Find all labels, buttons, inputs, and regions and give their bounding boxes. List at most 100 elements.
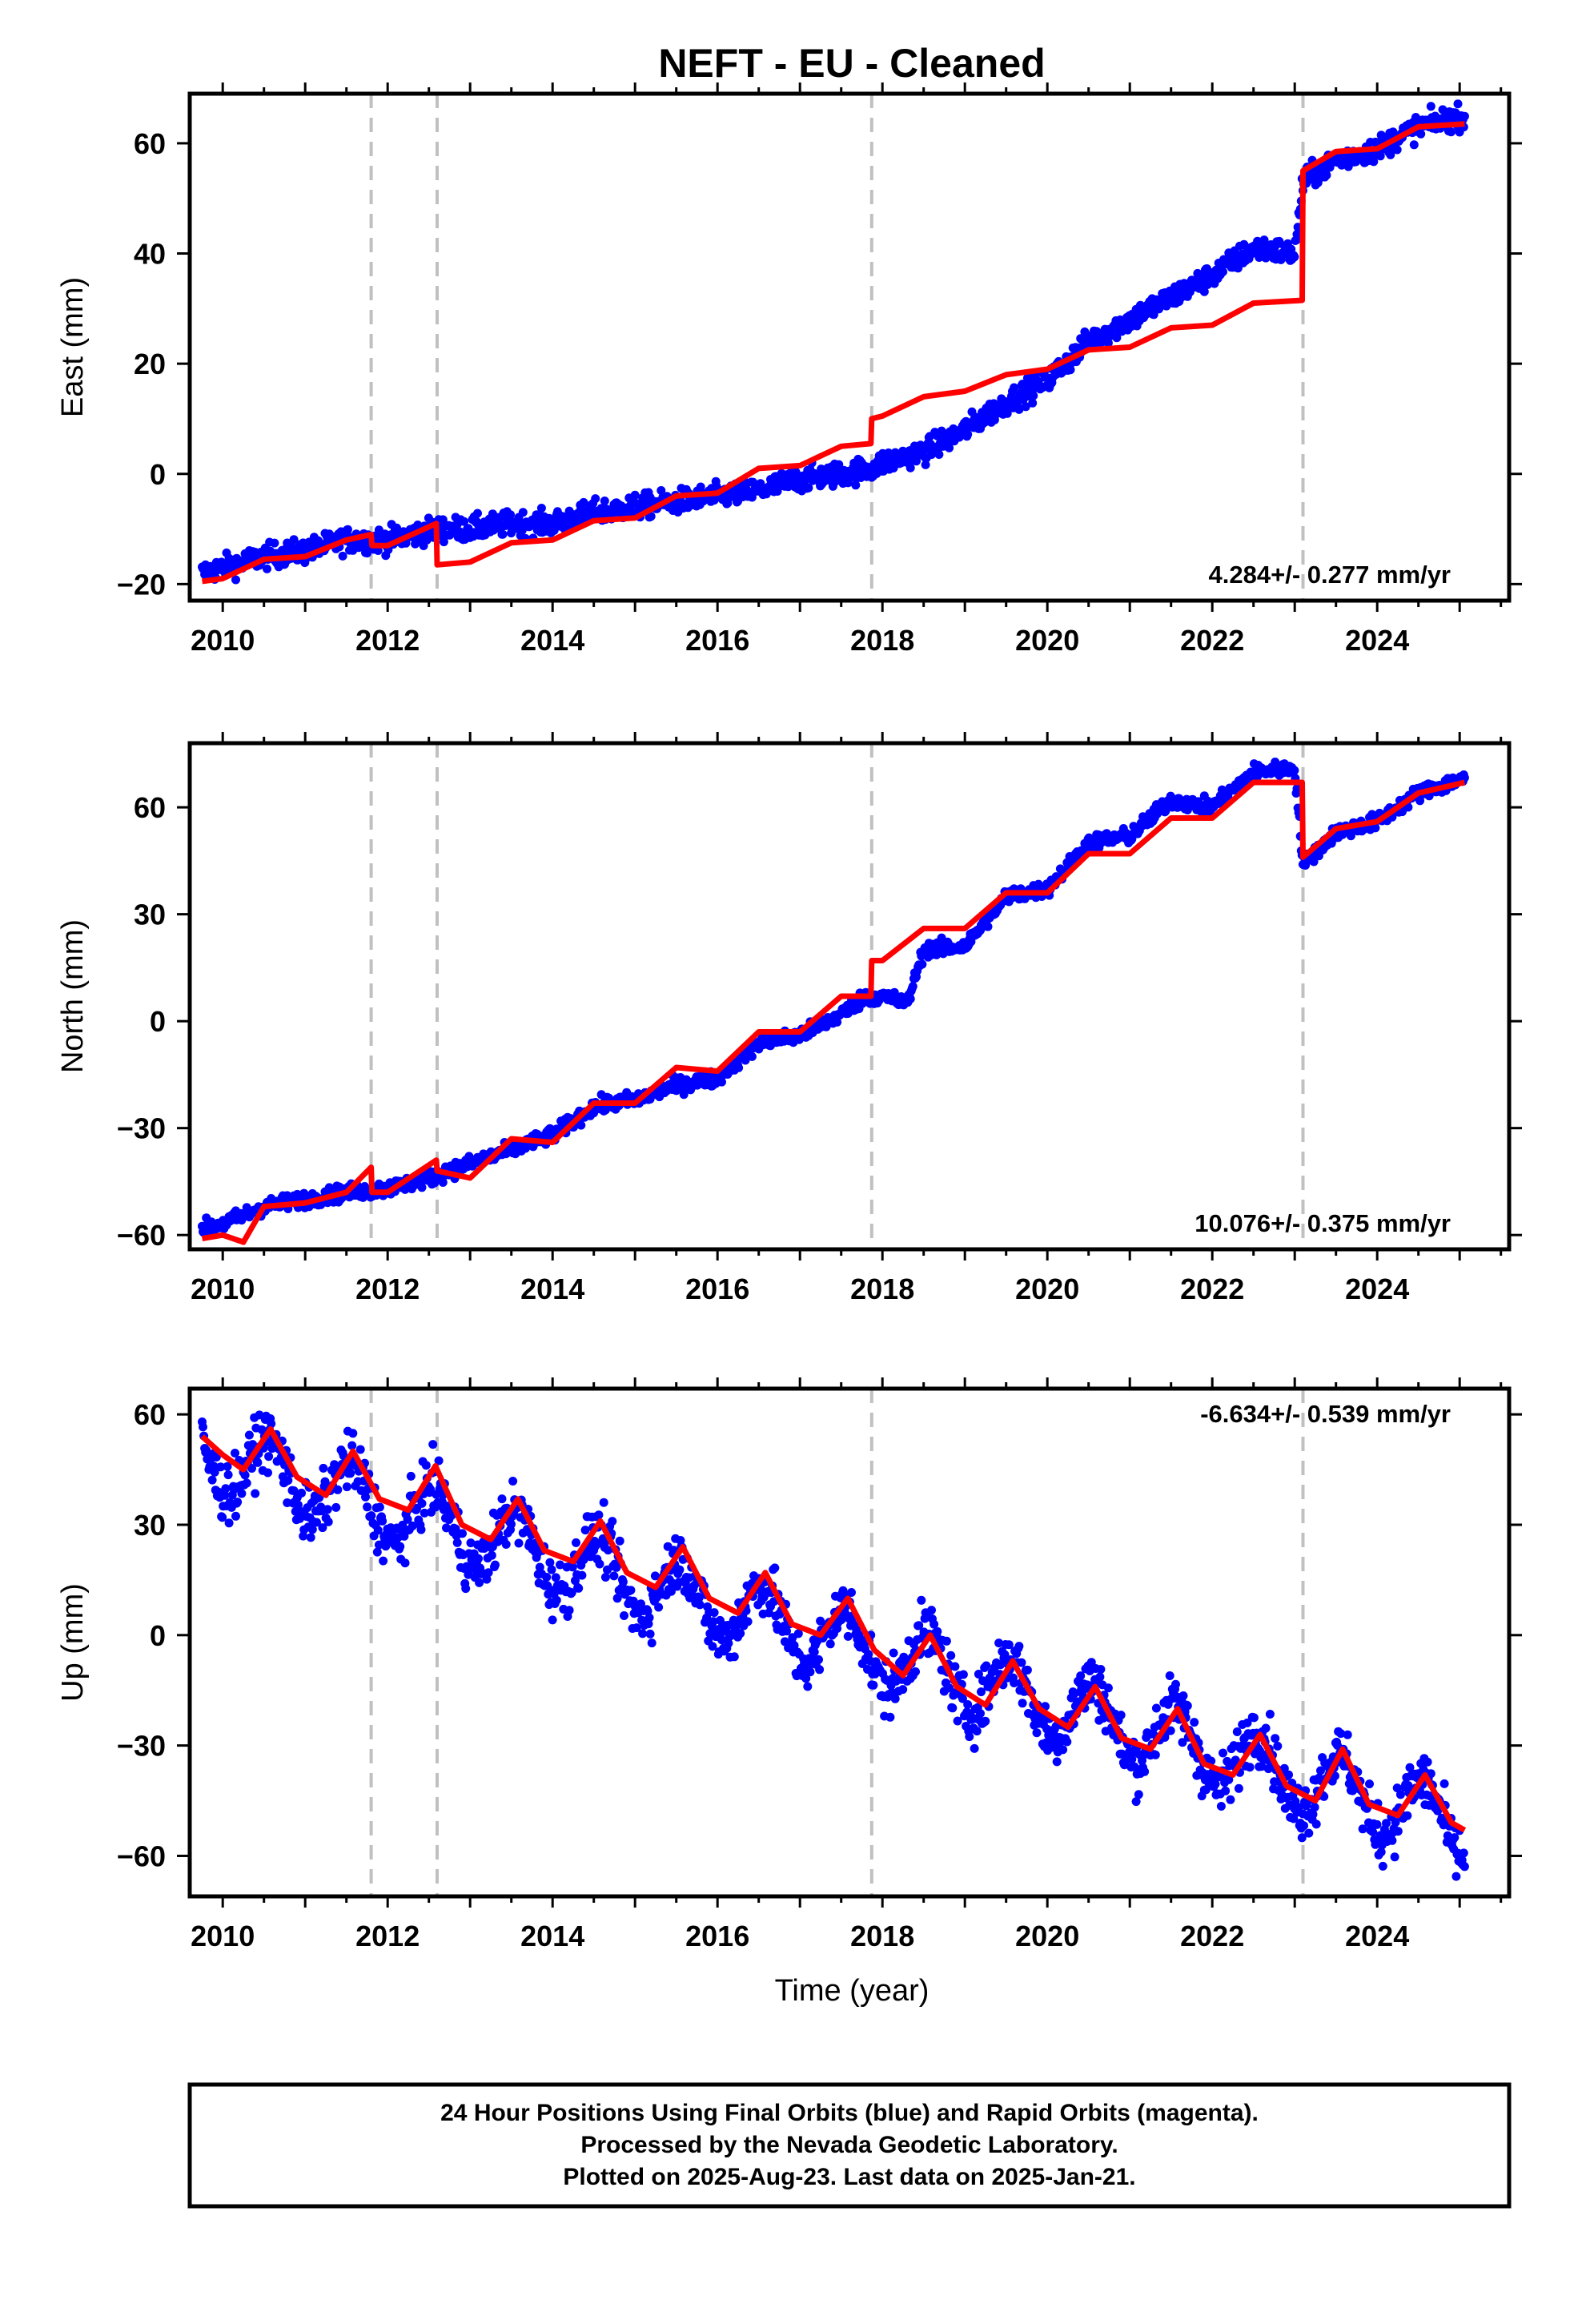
- up-data-point: [1365, 1779, 1374, 1789]
- up-data-point: [885, 1712, 895, 1722]
- north-data-point: [734, 1063, 744, 1072]
- footer-line-2: Processed by the Nevada Geodetic Laborat…: [580, 2132, 1118, 2158]
- up-data-point: [372, 1547, 382, 1557]
- up-data-point: [267, 1419, 276, 1429]
- up-data-point: [452, 1538, 462, 1547]
- north-data-point: [1292, 784, 1302, 794]
- up-data-point: [223, 1462, 232, 1471]
- east-data-point: [1028, 398, 1038, 408]
- up-data-point: [942, 1636, 951, 1646]
- east-model-line: [202, 121, 1465, 585]
- up-data-point: [612, 1594, 622, 1603]
- figure-title: NEFT - EU - Cleaned: [658, 41, 1045, 86]
- up-data-point: [403, 1514, 412, 1524]
- north-data-point: [1290, 766, 1299, 775]
- up-y-tick-label: 30: [134, 1509, 166, 1542]
- up-data-point: [695, 1600, 705, 1610]
- up-data-point: [1004, 1640, 1014, 1650]
- up-data-point: [770, 1563, 780, 1573]
- up-y-axis-label: Up (mm): [56, 1583, 90, 1702]
- east-data-point: [646, 512, 656, 521]
- up-data-point: [318, 1523, 327, 1533]
- up-data-point: [914, 1621, 924, 1630]
- east-data-point: [1460, 111, 1469, 121]
- up-data-point: [948, 1703, 958, 1713]
- up-data-point: [736, 1629, 745, 1638]
- east-data-point: [270, 538, 279, 548]
- east-data-point: [1438, 105, 1447, 115]
- up-data-point: [724, 1638, 733, 1648]
- east-y-tick-label: 0: [150, 458, 166, 491]
- east-data-point: [1409, 140, 1419, 150]
- north-x-tick-label: 2016: [685, 1273, 749, 1305]
- east-data-point: [804, 483, 813, 493]
- east-data-point: [536, 504, 546, 513]
- up-data-point: [815, 1665, 825, 1675]
- up-data-point: [216, 1462, 226, 1472]
- up-data-point: [609, 1571, 619, 1581]
- up-data-point: [434, 1456, 444, 1466]
- east-data-point: [905, 463, 915, 472]
- up-data-point: [474, 1554, 483, 1563]
- up-data-point: [1391, 1818, 1400, 1827]
- north-model-line: [201, 779, 1466, 1245]
- up-data-point: [1166, 1726, 1175, 1735]
- east-data-point: [1388, 127, 1398, 137]
- east-x-tick-label: 2012: [355, 624, 420, 657]
- north-data-points: [198, 758, 1469, 1237]
- up-data-point: [694, 1593, 704, 1602]
- up-data-point: [1308, 1810, 1318, 1819]
- north-data-point: [438, 1178, 448, 1187]
- up-data-point: [1284, 1770, 1293, 1779]
- up-data-point: [958, 1670, 968, 1679]
- north-data-point: [679, 1090, 689, 1100]
- north-x-tick-label: 2020: [1015, 1273, 1079, 1305]
- east-x-tick-label: 2016: [685, 624, 749, 657]
- up-data-point: [263, 1468, 272, 1478]
- up-data-point: [1392, 1783, 1402, 1793]
- up-data-point: [647, 1638, 656, 1648]
- up-data-point: [484, 1568, 493, 1578]
- up-data-point: [1245, 1763, 1255, 1772]
- up-data-point: [620, 1611, 628, 1620]
- east-x-tick-label: 2014: [520, 624, 584, 657]
- x-axis-label: Time (year): [775, 1974, 930, 2008]
- up-data-point: [1014, 1642, 1024, 1651]
- up-data-point: [977, 1687, 986, 1697]
- north-data-point: [1460, 773, 1469, 782]
- up-data-point: [864, 1650, 873, 1659]
- up-data-point: [487, 1550, 496, 1560]
- up-data-point: [551, 1573, 560, 1582]
- up-data-point: [1304, 1828, 1314, 1838]
- up-data-point: [1211, 1779, 1220, 1789]
- up-data-point: [1103, 1683, 1113, 1693]
- up-data-point: [501, 1540, 511, 1549]
- east-data-point: [338, 551, 347, 561]
- up-data-point: [374, 1540, 383, 1550]
- up-data-point: [1343, 1730, 1352, 1739]
- up-data-point: [361, 1492, 370, 1502]
- up-data-point: [1358, 1824, 1367, 1834]
- up-data-point: [574, 1583, 584, 1593]
- up-data-point: [814, 1655, 823, 1664]
- footer-line-1: 24 Hour Positions Using Final Orbits (bl…: [440, 2100, 1259, 2126]
- up-data-point: [1165, 1671, 1174, 1680]
- up-data-point: [974, 1670, 983, 1679]
- east-data-point: [1290, 252, 1299, 262]
- up-data-point: [801, 1674, 811, 1683]
- up-data-point: [1316, 1766, 1325, 1775]
- up-data-point: [367, 1511, 376, 1521]
- up-data-point: [564, 1606, 574, 1615]
- east-data-point: [231, 575, 240, 585]
- up-data-point: [466, 1538, 476, 1548]
- east-data-point: [1375, 151, 1385, 161]
- up-data-point: [461, 1584, 471, 1594]
- east-data-point: [656, 486, 666, 495]
- north-rate-label: 10.076+/- 0.375 mm/yr: [1195, 1209, 1451, 1237]
- up-data-point: [869, 1680, 878, 1690]
- up-data-point: [1070, 1688, 1079, 1698]
- east-data-point: [534, 520, 544, 529]
- up-data-point: [346, 1469, 355, 1478]
- up-data-point: [636, 1599, 645, 1609]
